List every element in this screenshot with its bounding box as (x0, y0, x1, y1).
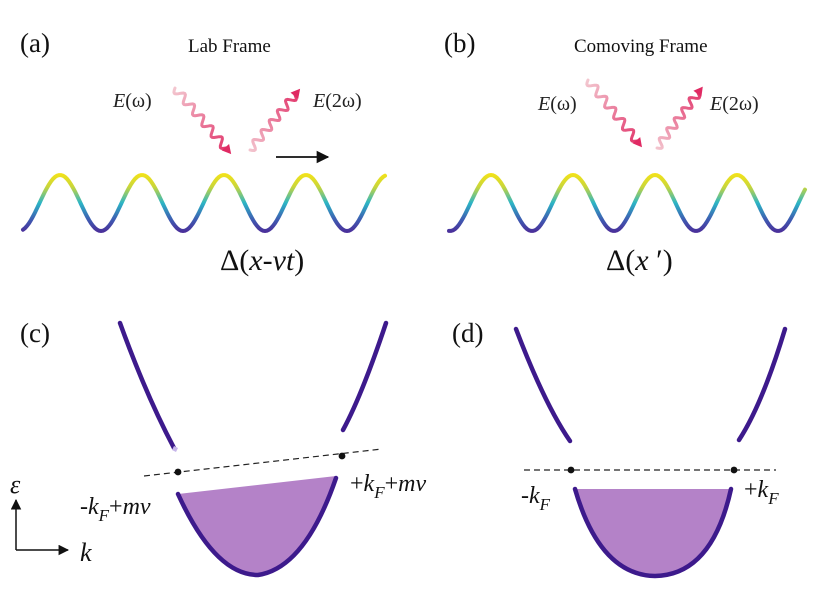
energy-axis-label: ε (10, 470, 21, 499)
momentum-axis-label: k (80, 538, 92, 567)
fermi-point-right-d (730, 466, 738, 474)
panel-d: (d) -kF +kF (452, 318, 788, 579)
kf-right-label-d: +kF (744, 477, 779, 508)
emitted-photon-a (248, 93, 298, 152)
field-label-e-2omega-a: E(2ω) (312, 90, 362, 112)
delta-label-a: Δ(x-vt) (220, 244, 304, 277)
field-label-e-omega-a: E(ω) (112, 90, 152, 112)
fermi-point-left-c (174, 468, 182, 476)
panel-b-label: (b) (444, 28, 475, 58)
kf-left-label-c: -kF+mv (80, 494, 151, 525)
upper-band-left-c (117, 320, 177, 451)
upper-band-right-d (736, 326, 788, 443)
panel-d-label: (d) (452, 318, 483, 348)
fermi-point-left-d (567, 466, 575, 474)
incident-photon-a (172, 86, 228, 150)
kf-right-label-c: +kF+mv (350, 471, 426, 502)
order-parameter-wave-a (21, 173, 387, 234)
filled-states-c (178, 476, 336, 575)
field-label-e-2omega-b: E(2ω) (709, 93, 759, 115)
lower-band-c (175, 475, 339, 578)
upper-band-left-d (513, 326, 573, 444)
order-parameter-wave-b (447, 172, 807, 233)
fermi-point-right-c (338, 452, 346, 460)
panel-c-label: (c) (20, 318, 50, 348)
panel-c: (c) -kF+mv +kF+mv ε k (10, 318, 426, 578)
incident-photon-arrowhead-b (632, 137, 642, 148)
incident-photon-b (585, 78, 639, 143)
upper-band-right-c (340, 320, 389, 433)
panel-b-title: Comoving Frame (574, 36, 708, 57)
panel-a-title: Lab Frame (188, 36, 271, 57)
emitted-photon-arrowhead-a (290, 88, 301, 99)
emitted-photon-arrowhead-b (693, 86, 703, 97)
panel-b: (b) Comoving Frame E(ω) E(2ω) Δ(x ′) (444, 28, 807, 277)
delta-label-b: Δ(x ′) (606, 244, 673, 277)
field-label-e-omega-b: E(ω) (537, 93, 577, 115)
lower-band-d (572, 486, 734, 579)
panel-a: (a) Lab Frame E(ω) E(2ω) Δ(x-vt) (20, 28, 387, 277)
kf-left-label-d: -kF (521, 483, 551, 514)
emitted-photon-b (655, 91, 702, 150)
upper-band-left-fade-c (171, 445, 179, 453)
incident-photon-arrowhead-a (221, 144, 232, 155)
filled-states-d (575, 489, 731, 576)
panel-a-label: (a) (20, 28, 50, 58)
